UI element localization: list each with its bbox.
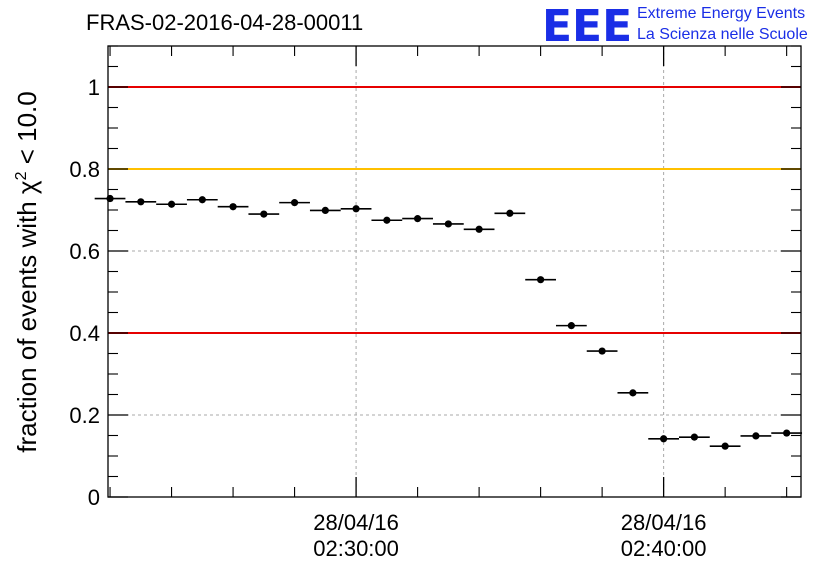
data-point [537,276,545,284]
data-point [629,389,637,397]
chart-title: FRAS-02-2016-04-28-00011 [86,10,363,35]
data-point [229,203,237,211]
data-point [198,196,206,204]
axis-ticks [108,45,801,498]
x-tick-date: 28/04/16 [621,510,707,535]
logo-line-1: Extreme Energy Events [637,5,805,22]
y-tick-label: 0.2 [69,403,100,428]
x-tick-date: 28/04/16 [313,510,399,535]
eee-logo: EEE Extreme Energy Events La Scienza nel… [542,1,808,52]
data-point [106,194,114,203]
data-point [752,432,760,440]
logo-line-2: La Scienza nelle Scuole [637,26,808,43]
data-point [413,215,422,223]
data-point [290,199,299,207]
data-point [783,429,791,437]
data-point [690,433,698,441]
y-tick-labels: 0 0.2 0.4 0.6 0.8 1 [69,75,100,510]
data-point [352,205,360,213]
data-point [321,206,329,215]
y-tick-label: 0.6 [69,239,100,264]
data-point [444,220,452,228]
data-point [475,225,483,233]
grid [108,46,801,498]
data-point [660,435,668,443]
data-point [167,200,176,208]
logo-mark: EEE [542,1,632,52]
y-tick-label: 0.8 [69,157,100,182]
y-label-prefix: fraction of events with [12,194,42,453]
y-label-suffix: < 10.0 [12,91,42,171]
data-point [137,198,145,206]
y-label-symbol: χ [12,180,42,194]
plot-frame [107,45,802,498]
data-point [598,347,606,355]
x-tick-time: 02:30:00 [313,536,399,561]
data-point [260,210,268,218]
data-point [506,209,514,217]
y-tick-label: 0 [88,485,100,510]
data-points [94,194,803,450]
x-tick-time: 02:40:00 [621,536,707,561]
y-axis-label: fraction of events with χ2 < 10.0 [12,91,42,452]
data-point [567,322,575,330]
reference-lines [108,86,801,334]
y-tick-label: 0.4 [69,321,100,346]
data-point [721,442,729,450]
y-tick-label: 1 [88,75,100,100]
y-label-superscript: 2 [13,171,30,180]
data-point [383,216,391,224]
